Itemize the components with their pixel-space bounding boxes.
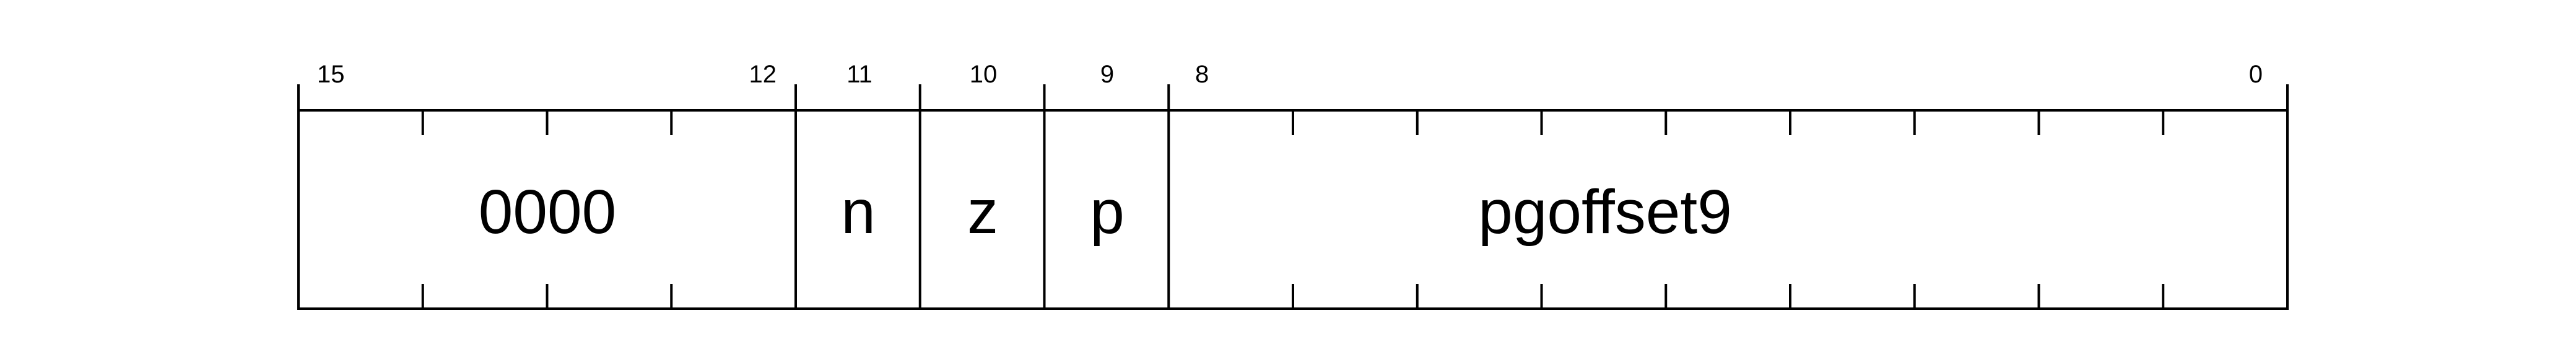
bit-label-10: 10 xyxy=(970,61,998,88)
field-name-z: z xyxy=(967,177,998,247)
bit-label-9: 9 xyxy=(1100,61,1114,88)
field-name-n: n xyxy=(841,177,876,247)
register-frame xyxy=(297,84,2289,310)
bit-label-12: 12 xyxy=(749,61,777,88)
field-name-pgoffset9: pgoffset9 xyxy=(1478,177,1732,247)
bit-label-0: 0 xyxy=(2249,61,2263,88)
bit-label-15: 15 xyxy=(317,61,345,88)
bit-label-8: 8 xyxy=(1195,61,1209,88)
field-name-p: p xyxy=(1090,177,1125,247)
bit-label-11: 11 xyxy=(846,61,872,88)
field-name-0000: 0000 xyxy=(479,177,616,247)
